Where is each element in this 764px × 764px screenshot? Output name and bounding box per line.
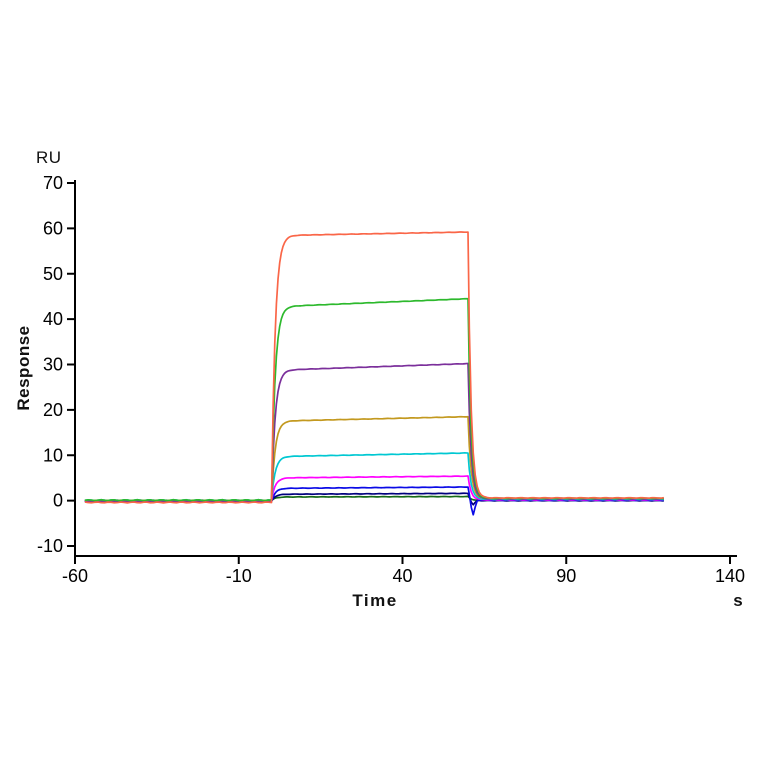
y-tick-label: 30 [43,355,63,375]
y-tick-label: 0 [53,491,63,511]
x-tick-label: -10 [226,566,252,586]
y-tick-label: 10 [43,445,63,465]
series-trace-3 [84,362,664,503]
x-axis-title: Time [352,591,398,610]
x-tick-label: 40 [392,566,412,586]
series-trace-1 [84,231,664,504]
y-tick-label: 70 [43,173,63,193]
y-axis-unit-label: RU [36,148,62,167]
y-tick-label: 60 [43,218,63,238]
y-tick-label: 20 [43,400,63,420]
x-tick-label: 140 [715,566,745,586]
y-tick-label: -10 [37,536,63,556]
y-tick-label: 40 [43,309,63,329]
y-tick-label: 50 [43,264,63,284]
x-tick-label: -60 [62,566,88,586]
y-axis-title: Response [14,325,33,411]
series-trace-2 [84,297,664,502]
x-tick-label: 90 [556,566,576,586]
x-axis-unit-label: s [733,591,743,610]
